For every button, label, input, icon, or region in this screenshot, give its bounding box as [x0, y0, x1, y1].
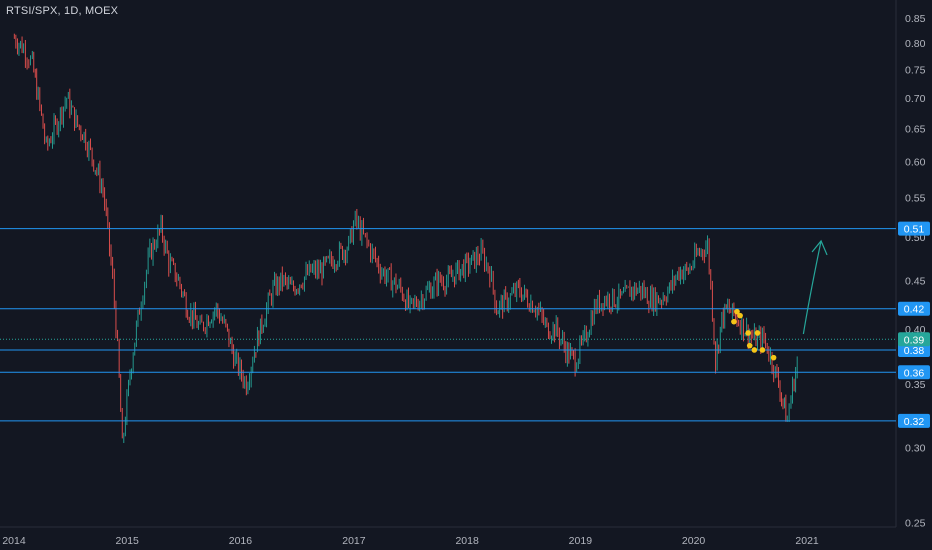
current-price-badge: [898, 332, 930, 347]
yellow-marker: [746, 342, 753, 349]
x-tick-label: 2015: [116, 535, 140, 547]
level-badge-label: 0.51: [904, 224, 925, 236]
y-tick-label: 0.75: [905, 65, 926, 77]
arrow-shaft: [802, 240, 822, 335]
level-badge: [898, 365, 930, 380]
y-tick-label: 0.45: [905, 275, 926, 287]
level-badge: [898, 221, 930, 236]
y-tick-label: 0.25: [905, 518, 926, 530]
level-badge: [898, 413, 930, 428]
x-tick-label: 2016: [229, 535, 253, 547]
y-tick-label: 0.35: [905, 379, 926, 391]
level-badge-label: 0.42: [904, 304, 925, 316]
level-badge-label: 0.36: [904, 367, 925, 379]
level-badge: [898, 301, 930, 316]
symbol-title: RTSI/SPX, 1D, MOEX: [6, 5, 119, 17]
x-tick-label: 2019: [569, 535, 593, 547]
yellow-marker: [759, 347, 766, 353]
current-price-label: 0.39: [904, 334, 925, 346]
yellow-marker: [745, 330, 751, 336]
y-tick-label: 0.30: [905, 442, 926, 454]
x-tick-label: 2021: [795, 535, 819, 547]
y-tick-label: 0.85: [905, 13, 926, 25]
level-badge-label: 0.32: [904, 416, 925, 428]
x-tick-label: 2020: [682, 535, 706, 547]
yellow-marker: [754, 330, 761, 336]
level-badge: [898, 342, 930, 357]
y-tick-label: 0.55: [905, 192, 926, 204]
y-tick-label: 0.60: [905, 157, 926, 169]
y-tick-label: 0.65: [905, 124, 926, 136]
yellow-marker: [731, 318, 737, 325]
y-tick-label: 0.80: [905, 38, 926, 50]
x-tick-label: 2014: [2, 535, 26, 547]
y-tick-label: 0.70: [905, 93, 926, 105]
x-tick-label: 2017: [342, 535, 366, 547]
level-badge-label: 0.38: [904, 345, 925, 357]
yellow-marker: [751, 347, 758, 353]
x-tick-label: 2018: [455, 535, 479, 547]
arrow-head: [811, 239, 828, 256]
yellow-marker: [770, 354, 777, 361]
yellow-marker: [734, 308, 740, 315]
yellow-marker: [737, 312, 743, 319]
